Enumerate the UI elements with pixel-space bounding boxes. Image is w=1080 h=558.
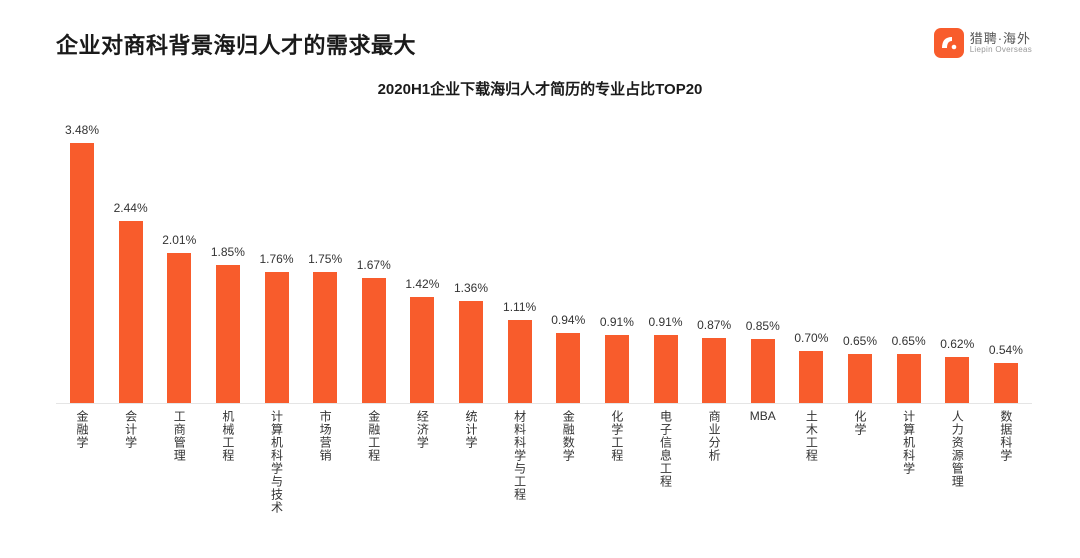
bar-rect (70, 143, 94, 403)
bar-category-label: 经济学 (400, 410, 444, 514)
bar-column: 2.01% (157, 233, 201, 403)
bar-value-label: 0.70% (794, 331, 828, 345)
brand-text: 猎聘·海外 Liepin Overseas (970, 32, 1032, 54)
bar-value-label: 3.48% (65, 123, 99, 137)
bar-category-label: 市场营销 (303, 410, 347, 514)
bar-category-label: 人力资源管理 (935, 410, 979, 514)
bar-value-label: 0.91% (648, 315, 682, 329)
bar-column: 3.48% (60, 123, 104, 403)
bar-category-label: 计算机科学与技术 (255, 410, 299, 514)
bar-rect (654, 335, 678, 403)
brand-name-en: Liepin Overseas (970, 46, 1032, 54)
bar-value-label: 0.54% (989, 343, 1023, 357)
bar-category-label: 材料科学与工程 (498, 410, 542, 514)
bar-rect (751, 339, 775, 403)
bar-value-label: 0.85% (746, 319, 780, 333)
bar-value-label: 0.62% (940, 337, 974, 351)
bar-value-label: 0.65% (892, 334, 926, 348)
bar-value-label: 0.65% (843, 334, 877, 348)
bar-column: 0.91% (644, 315, 688, 403)
bar-rect (410, 297, 434, 403)
chart-title: 2020H1企业下载海归人才简历的专业占比TOP20 (0, 78, 1080, 99)
bar-rect (216, 265, 240, 403)
bar-value-label: 0.94% (551, 313, 585, 327)
bar-category-label: 金融学 (60, 410, 104, 514)
brand-name-cn: 猎聘·海外 (970, 32, 1032, 45)
bar-rect (556, 333, 580, 403)
bar-rect (167, 253, 191, 403)
bar-rect (994, 363, 1018, 403)
bar-column: 0.65% (838, 334, 882, 403)
labels-container: 金融学会计学工商管理机械工程计算机科学与技术市场营销金融工程经济学统计学材料科学… (56, 404, 1032, 514)
bar-column: 0.91% (595, 315, 639, 403)
bar-rect (313, 272, 337, 403)
bar-column: 0.85% (741, 319, 785, 403)
bar-column: 1.67% (352, 258, 396, 403)
bar-rect (897, 354, 921, 403)
bar-column: 0.65% (887, 334, 931, 403)
bar-rect (945, 357, 969, 403)
bar-category-label: 机械工程 (206, 410, 250, 514)
bar-column: 1.76% (255, 252, 299, 403)
bar-category-label: 会计学 (109, 410, 153, 514)
bar-rect (265, 272, 289, 403)
bar-category-label: 化学工程 (595, 410, 639, 514)
bar-category-label: 金融工程 (352, 410, 396, 514)
bar-column: 1.11% (498, 300, 542, 403)
bar-column: 1.36% (449, 281, 493, 403)
bar-column: 1.42% (400, 277, 444, 403)
bar-category-label: 统计学 (449, 410, 493, 514)
bar-column: 0.62% (935, 337, 979, 403)
bar-rect (119, 221, 143, 403)
bar-value-label: 1.67% (357, 258, 391, 272)
bar-value-label: 1.85% (211, 245, 245, 259)
bar-value-label: 2.01% (162, 233, 196, 247)
bar-category-label: 土木工程 (789, 410, 833, 514)
bar-category-label: 化学 (838, 410, 882, 514)
bar-rect (799, 351, 823, 403)
brand-logo: 猎聘·海外 Liepin Overseas (934, 28, 1032, 58)
bar-rect (605, 335, 629, 403)
bar-category-label: 计算机科学 (887, 410, 931, 514)
header: 企业对商科背景海归人才的需求最大 猎聘·海外 Liepin Overseas (0, 0, 1080, 60)
bar-column: 2.44% (109, 201, 153, 403)
bar-category-label: 商业分析 (692, 410, 736, 514)
bar-rect (848, 354, 872, 403)
bar-column: 0.94% (546, 313, 590, 403)
bar-column: 1.85% (206, 245, 250, 403)
liepin-logo-icon (934, 28, 964, 58)
bar-value-label: 0.87% (697, 318, 731, 332)
bar-rect (459, 301, 483, 403)
bar-rect (362, 278, 386, 403)
bar-category-label: 工商管理 (157, 410, 201, 514)
bar-column: 1.75% (303, 252, 347, 403)
bars-container: 3.48% 2.44% 2.01% 1.85% 1.76% 1.75% 1.67% 1.42%… (56, 109, 1032, 404)
bar-chart: 3.48% 2.44% 2.01% 1.85% 1.76% 1.75% 1.67% 1.42%… (56, 109, 1032, 529)
bar-column: 0.54% (984, 343, 1028, 403)
bar-value-label: 1.76% (259, 252, 293, 266)
bar-category-label: MBA (741, 410, 785, 514)
bar-value-label: 1.11% (503, 300, 536, 314)
bar-column: 0.87% (692, 318, 736, 403)
bar-category-label: 金融数学 (546, 410, 590, 514)
bar-category-label: 数据科学 (984, 410, 1028, 514)
bar-value-label: 1.36% (454, 281, 488, 295)
bar-value-label: 1.42% (405, 277, 439, 291)
bar-rect (508, 320, 532, 403)
page-title: 企业对商科背景海归人才的需求最大 (56, 28, 416, 60)
bar-value-label: 1.75% (308, 252, 342, 266)
bar-value-label: 2.44% (114, 201, 148, 215)
bar-category-label: 电子信息工程 (644, 410, 688, 514)
bar-value-label: 0.91% (600, 315, 634, 329)
bar-rect (702, 338, 726, 403)
bar-column: 0.70% (789, 331, 833, 403)
